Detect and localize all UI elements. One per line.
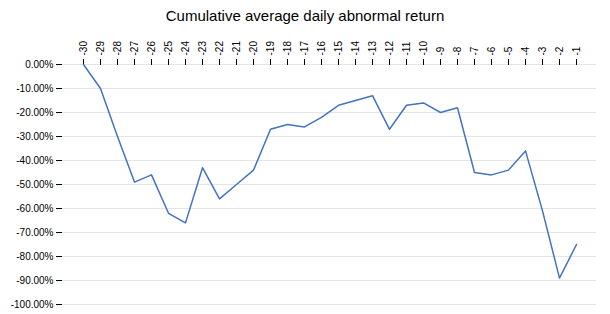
svg-text:-25: -25 [163, 41, 174, 56]
html-text:Cumulative average daily abnor: Cumulative average daily abnormal return [165, 7, 445, 24]
svg-text:-14: -14 [350, 41, 361, 56]
svg-text:-40.00%: -40.00% [16, 155, 53, 166]
svg-text:-9: -9 [435, 46, 446, 55]
svg-text:-5: -5 [503, 46, 514, 55]
svg-text:-50.00%: -50.00% [16, 179, 53, 190]
svg-text:-23: -23 [197, 41, 208, 56]
svg-text:-21: -21 [231, 41, 242, 56]
svg-text:-13: -13 [367, 41, 378, 56]
svg-text:-18: -18 [282, 41, 293, 56]
svg-text:-30.00%: -30.00% [16, 131, 53, 142]
svg-text:-26: -26 [146, 41, 157, 56]
svg-text:-6: -6 [486, 46, 497, 55]
svg-text:-1: -1 [571, 46, 582, 55]
svg-text:-10: -10 [418, 41, 429, 56]
svg-text:-16: -16 [316, 41, 327, 56]
svg-text:-19: -19 [265, 41, 276, 56]
svg-text:-29: -29 [95, 41, 106, 56]
svg-text:-24: -24 [180, 41, 191, 56]
svg-text:-17: -17 [299, 41, 310, 56]
svg-text:-60.00%: -60.00% [16, 203, 53, 214]
svg-text:-20: -20 [248, 41, 259, 56]
svg-text:0.00%: 0.00% [25, 59, 53, 70]
svg-text:-20.00%: -20.00% [16, 107, 53, 118]
svg-text:-3: -3 [537, 46, 548, 55]
svg-text:-22: -22 [214, 41, 225, 56]
svg-text:-11: -11 [401, 41, 412, 55]
svg-text:-4: -4 [520, 46, 531, 55]
svg-text:-15: -15 [333, 41, 344, 56]
svg-text:-8: -8 [452, 46, 463, 55]
svg-text:-27: -27 [129, 41, 140, 56]
svg-text:-70.00%: -70.00% [16, 227, 53, 238]
svg-text:-12: -12 [384, 41, 395, 56]
svg-text:-7: -7 [469, 46, 480, 55]
svg-text:-80.00%: -80.00% [16, 251, 53, 262]
svg-text:-90.00%: -90.00% [16, 275, 53, 286]
svg-text:-2: -2 [554, 46, 565, 55]
svg-text:-10.00%: -10.00% [16, 83, 53, 94]
svg-text:-100.00%: -100.00% [11, 299, 54, 310]
svg-text:-28: -28 [112, 41, 123, 56]
svg-text:-30: -30 [78, 41, 89, 56]
